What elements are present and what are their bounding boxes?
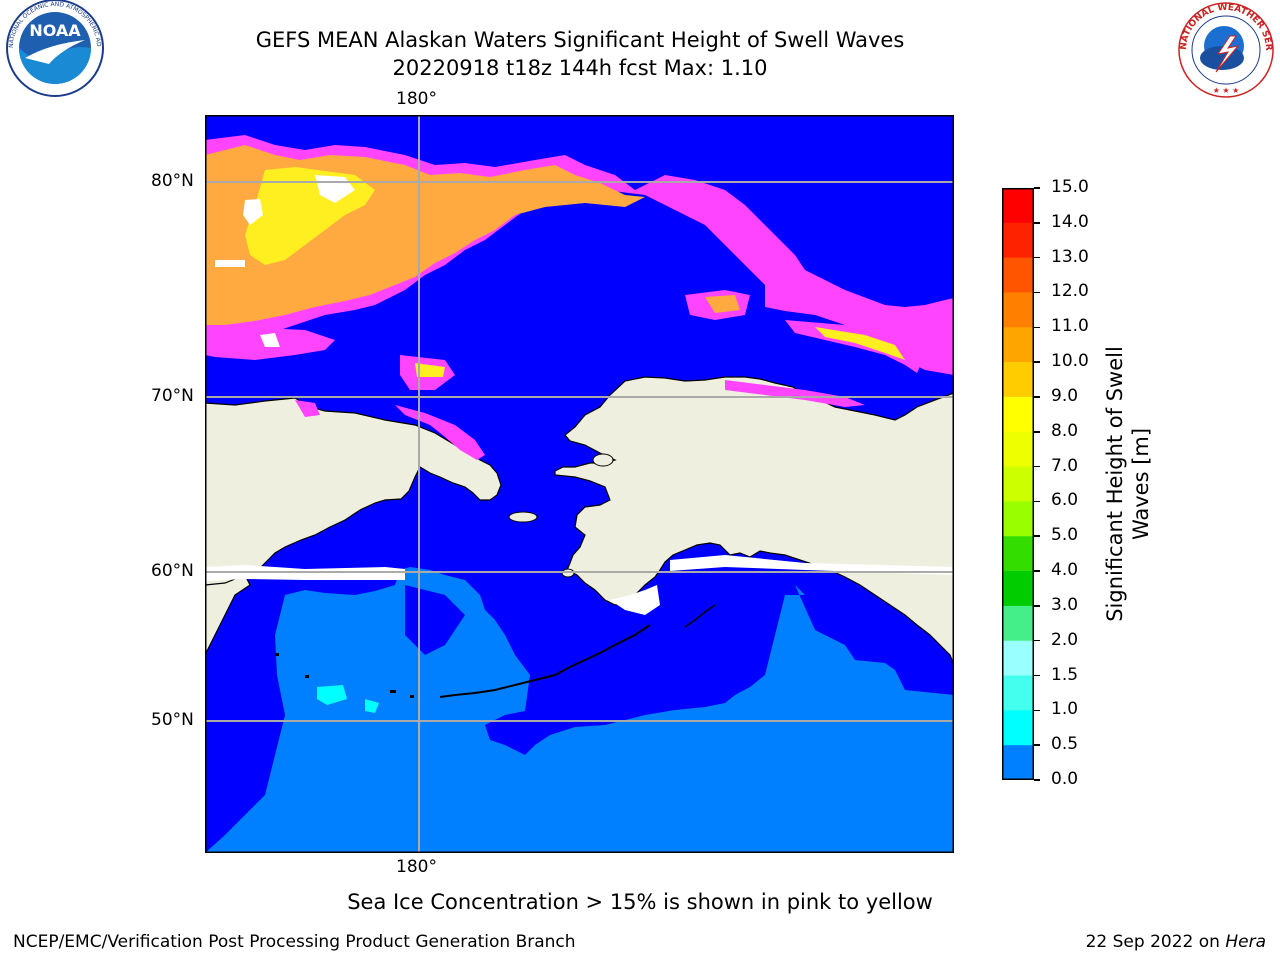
colorbar-tick-mark xyxy=(1034,500,1040,503)
colorbar-tick-label: 2.0 xyxy=(1051,629,1079,650)
colorbar-tick-label: 5.0 xyxy=(1051,525,1079,546)
colorbar-tick-label: 0.5 xyxy=(1051,734,1079,755)
colorbar-tick-label: 11.0 xyxy=(1051,316,1089,337)
colorbar-tick-mark xyxy=(1034,396,1040,398)
colorbar-tick-mark xyxy=(1034,326,1040,329)
colorbar-swatch xyxy=(1002,188,1034,224)
colorbar-tick-label: 7.0 xyxy=(1051,455,1079,476)
colorbar-tick-mark xyxy=(1034,779,1040,781)
colorbar-swatch xyxy=(1002,292,1034,328)
ocean-mid-swell xyxy=(205,567,954,853)
colorbar-tick-mark xyxy=(1034,361,1040,363)
colorbar-tick-mark xyxy=(1034,744,1040,746)
lat-label-60: 60°N xyxy=(151,561,194,581)
colorbar-swatch xyxy=(1002,466,1034,502)
colorbar-tick-mark xyxy=(1034,605,1040,607)
sea-ice xyxy=(205,135,954,460)
colorbar-tick-label: 4.0 xyxy=(1051,560,1079,581)
colorbar-swatch xyxy=(1002,222,1034,259)
colorbar-tick-label: 1.5 xyxy=(1051,664,1079,685)
colorbar-swatch xyxy=(1002,396,1034,433)
colorbar-tick-label: 14.0 xyxy=(1051,211,1089,232)
colorbar-tick-mark xyxy=(1034,187,1040,189)
colorbar xyxy=(1002,188,1034,781)
ocean-high-swell xyxy=(317,685,347,705)
footer-date: 22 Sep 2022 on xyxy=(1085,932,1226,952)
colorbar-tick-mark xyxy=(1034,674,1040,677)
colorbar-tick-label: 8.0 xyxy=(1051,420,1079,441)
colorbar-swatch xyxy=(1002,675,1034,711)
colorbar-tick-mark xyxy=(1034,570,1040,572)
colorbar-tick-mark xyxy=(1034,639,1040,642)
colorbar-tick-label: 9.0 xyxy=(1051,385,1079,406)
colorbar-ticks: 15.0 14.0 13.0 12.0 11.0 10.0 9.0 8.0 7.0 6.0 5.0 4… xyxy=(1034,177,1104,789)
colorbar-swatch xyxy=(1002,431,1034,468)
colorbar-tick-label: 1.0 xyxy=(1051,699,1079,720)
colorbar-tick-mark xyxy=(1034,535,1040,537)
colorbar-swatch xyxy=(1002,745,1034,781)
colorbar-swatch xyxy=(1002,605,1034,642)
chart-title: GEFS MEAN Alaskan Waters Significant Hei… xyxy=(255,28,905,52)
lon-label-bottom: 180° xyxy=(396,857,437,877)
map-svg xyxy=(202,115,955,853)
colorbar-tick-mark xyxy=(1034,291,1040,294)
colorbar-tick-mark xyxy=(1034,256,1040,259)
footer-right: 22 Sep 2022 on Hera xyxy=(1086,932,1266,952)
colorbar-tick-label: 15.0 xyxy=(1051,177,1089,197)
footer-left: NCEP/EMC/Verification Post Processing Pr… xyxy=(13,932,576,952)
colorbar-label-line2: Waves [m] xyxy=(1129,427,1153,541)
colorbar-tick-mark xyxy=(1034,222,1040,224)
colorbar-swatch xyxy=(1002,257,1034,293)
colorbar-tick-label: 3.0 xyxy=(1051,594,1079,615)
colorbar-tick-label: 13.0 xyxy=(1051,246,1089,267)
colorbar-tick-mark xyxy=(1034,465,1040,468)
svg-text:★ ★ ★: ★ ★ ★ xyxy=(1213,86,1240,95)
lat-label-80: 80°N xyxy=(151,171,194,191)
colorbar-swatch xyxy=(1002,327,1034,363)
colorbar-swatch xyxy=(1002,536,1034,572)
footer-host: Hera xyxy=(1225,932,1266,952)
map-panel xyxy=(202,115,955,853)
colorbar-tick-label: 12.0 xyxy=(1051,281,1089,302)
lon-label-top: 180° xyxy=(396,89,437,109)
colorbar-swatch xyxy=(1002,710,1034,746)
colorbar-tick-label: 6.0 xyxy=(1051,490,1079,511)
land-alaska xyxy=(554,376,955,666)
colorbar-tick-label: 10.0 xyxy=(1051,351,1089,372)
colorbar-tick-label: 0.0 xyxy=(1051,769,1079,789)
noaa-logo-text: NOAA xyxy=(29,21,81,40)
nws-logo: NATIONAL WEATHER SERVICE ★ ★ ★ xyxy=(1173,0,1276,100)
land-siberia xyxy=(204,397,502,596)
graticule xyxy=(205,115,954,853)
colorbar-swatch xyxy=(1002,501,1034,537)
lat-label-50: 50°N xyxy=(151,710,194,730)
colorbar-tick-mark xyxy=(1034,431,1040,433)
colorbar-swatch xyxy=(1002,362,1034,398)
noaa-logo: NOAA NATIONAL OCEANIC AND ATMOSPHERIC AD… xyxy=(2,0,105,100)
map-caption: Sea Ice Concentration > 15% is shown in … xyxy=(347,890,933,914)
chart-subtitle: 20220918 t18z 144h fcst Max: 1.10 xyxy=(392,56,768,80)
colorbar-label-line1: Significant Height of Swell xyxy=(1103,346,1127,622)
colorbar-tick-mark xyxy=(1034,709,1040,712)
colorbar-swatch xyxy=(1002,571,1034,607)
lat-label-70: 70°N xyxy=(151,386,194,406)
colorbar-swatch xyxy=(1002,640,1034,677)
